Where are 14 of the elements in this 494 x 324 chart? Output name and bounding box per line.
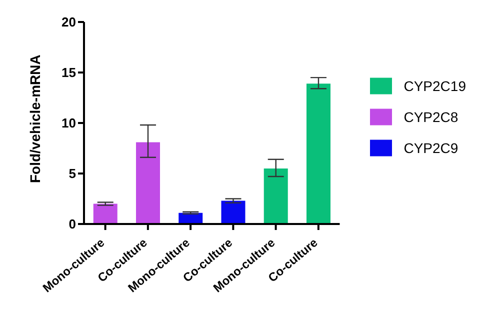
bar: [264, 168, 288, 224]
y-tick-label: 15: [62, 65, 76, 80]
bar: [93, 204, 118, 224]
y-axis-title: Fold/vehicle-mRNA: [26, 54, 43, 183]
legend-label: CYP2C9: [404, 140, 458, 156]
y-tick-label: 5: [68, 166, 76, 182]
legend-label: CYP2C8: [404, 108, 458, 124]
y-tick-label: 20: [62, 14, 76, 30]
y-tick-label: 10: [62, 116, 76, 131]
legend-label: CYP2C19: [404, 78, 466, 94]
bar: [221, 200, 246, 224]
bar: [136, 142, 160, 224]
y-tick-label: 0: [68, 216, 76, 232]
bar: [306, 84, 330, 224]
